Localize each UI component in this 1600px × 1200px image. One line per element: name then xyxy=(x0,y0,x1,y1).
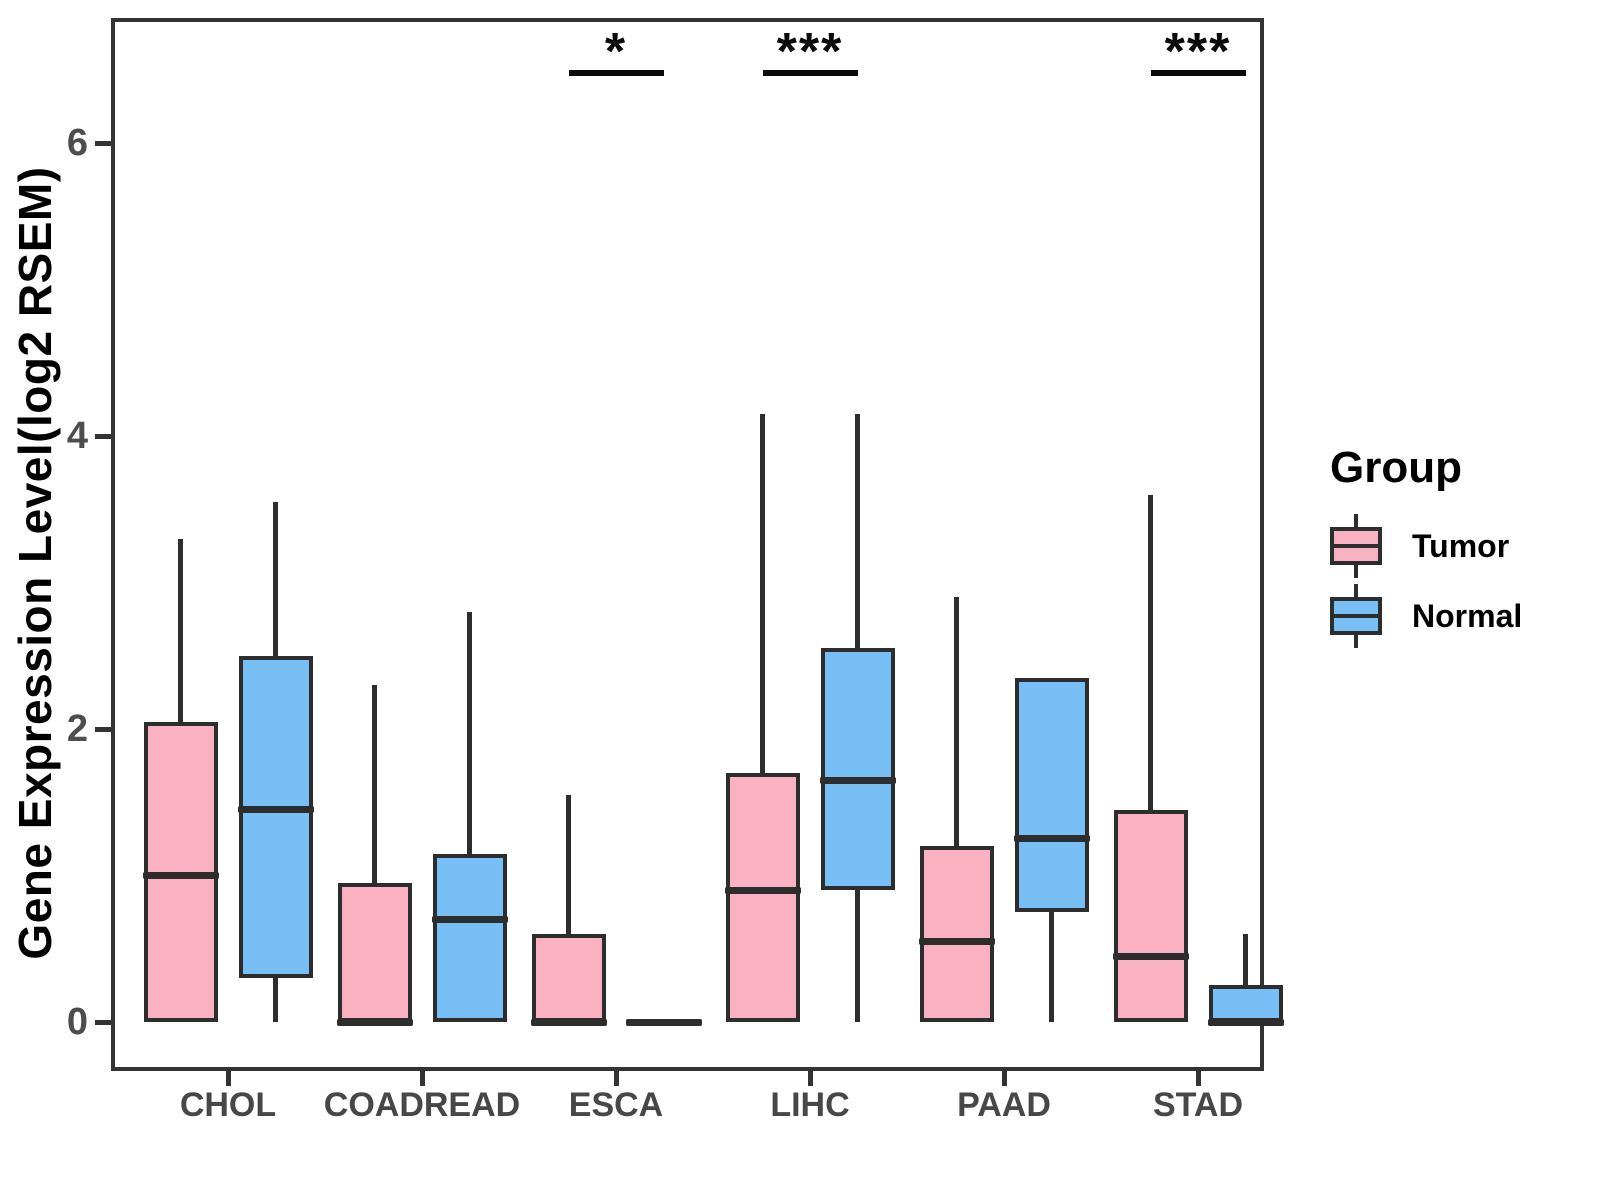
x-tick-label-COADREAD: COADREAD xyxy=(323,1086,521,1124)
significance-label-LIHC: *** xyxy=(776,23,844,81)
whisker-upper-tumor-CHOL xyxy=(178,538,183,722)
box-tumor-LIHC xyxy=(725,772,800,1022)
median-normal-STAD xyxy=(1207,1018,1284,1026)
y-tick-mark-4 xyxy=(95,433,111,439)
box-normal-PAAD xyxy=(1014,677,1089,913)
box-normal-COADREAD xyxy=(432,853,507,1022)
whisker-upper-tumor-STAD xyxy=(1148,494,1153,810)
legend-title: Group xyxy=(1330,443,1462,492)
x-tick-mark-PAAD xyxy=(1001,1071,1007,1086)
y-tick-label-4: 4 xyxy=(66,415,88,457)
normal-glyph-median xyxy=(1330,614,1382,618)
box-normal-STAD xyxy=(1208,985,1283,1022)
median-normal-CHOL xyxy=(237,806,314,814)
median-tumor-COADREAD xyxy=(336,1018,413,1026)
significance-bar-LIHC xyxy=(762,70,858,76)
normal-boxplot-glyph xyxy=(1330,584,1382,648)
tumor-glyph-median xyxy=(1330,544,1382,548)
significance-label-STAD: *** xyxy=(1164,23,1232,81)
whisker-lower-normal-CHOL xyxy=(273,978,278,1022)
legend-label-tumor: Tumor xyxy=(1412,528,1510,564)
y-axis-title: Gene Expression Level(log2 RSEM) xyxy=(9,166,61,960)
median-normal-LIHC xyxy=(819,776,896,784)
x-tick-label-ESCA: ESCA xyxy=(568,1086,664,1124)
x-tick-mark-STAD xyxy=(1195,1071,1201,1086)
y-tick-label-0: 0 xyxy=(66,1001,88,1043)
median-tumor-CHOL xyxy=(142,872,219,879)
legend-item-normal: Normal xyxy=(1330,581,1600,651)
y-tick-label-2: 2 xyxy=(66,708,88,750)
whisker-upper-normal-CHOL xyxy=(273,501,278,656)
box-normal-CHOL xyxy=(238,655,313,979)
x-tick-mark-LIHC xyxy=(807,1071,813,1086)
x-tick-label-STAD: STAD xyxy=(1152,1086,1244,1124)
legend: Group Tumor Normal xyxy=(1330,443,1600,651)
median-tumor-ESCA xyxy=(530,1018,607,1026)
whisker-upper-tumor-ESCA xyxy=(566,794,571,935)
tumor-boxplot-glyph xyxy=(1330,514,1382,578)
legend-label-normal: Normal xyxy=(1412,598,1523,634)
box-tumor-ESCA xyxy=(531,934,606,1022)
x-tick-label-LIHC: LIHC xyxy=(770,1086,850,1124)
whisker-upper-normal-LIHC xyxy=(855,414,860,649)
box-tumor-COADREAD xyxy=(337,882,412,1022)
y-tick-mark-6 xyxy=(95,140,111,146)
y-tick-mark-2 xyxy=(95,726,111,732)
box-tumor-STAD xyxy=(1113,809,1188,1022)
x-tick-mark-CHOL xyxy=(225,1071,231,1086)
significance-bar-ESCA xyxy=(568,70,664,76)
x-tick-label-CHOL: CHOL xyxy=(179,1086,277,1124)
box-tumor-PAAD xyxy=(919,846,994,1022)
whisker-upper-normal-STAD xyxy=(1243,934,1248,986)
whisker-upper-tumor-COADREAD xyxy=(372,685,377,883)
median-normal-PAAD xyxy=(1013,835,1090,843)
significance-label-ESCA: * xyxy=(604,23,628,81)
box-normal-LIHC xyxy=(820,648,895,891)
whisker-lower-normal-PAAD xyxy=(1049,912,1054,1022)
median-tumor-STAD xyxy=(1112,952,1189,960)
whisker-upper-normal-COADREAD xyxy=(467,611,472,854)
y-tick-mark-0 xyxy=(95,1019,111,1025)
whisker-upper-tumor-LIHC xyxy=(760,414,765,773)
median-normal-ESCA xyxy=(625,1018,702,1026)
x-tick-label-PAAD: PAAD xyxy=(957,1086,1051,1124)
median-tumor-PAAD xyxy=(918,937,995,945)
box-tumor-CHOL xyxy=(143,721,218,1022)
y-tick-label-6: 6 xyxy=(66,122,88,164)
legend-item-tumor: Tumor xyxy=(1330,511,1600,581)
whisker-upper-tumor-PAAD xyxy=(954,597,959,847)
x-tick-mark-COADREAD xyxy=(419,1071,425,1086)
whisker-lower-normal-LIHC xyxy=(855,890,860,1022)
median-tumor-LIHC xyxy=(724,886,801,894)
x-tick-mark-ESCA xyxy=(613,1071,619,1086)
significance-bar-STAD xyxy=(1150,70,1246,76)
median-normal-COADREAD xyxy=(431,915,508,923)
